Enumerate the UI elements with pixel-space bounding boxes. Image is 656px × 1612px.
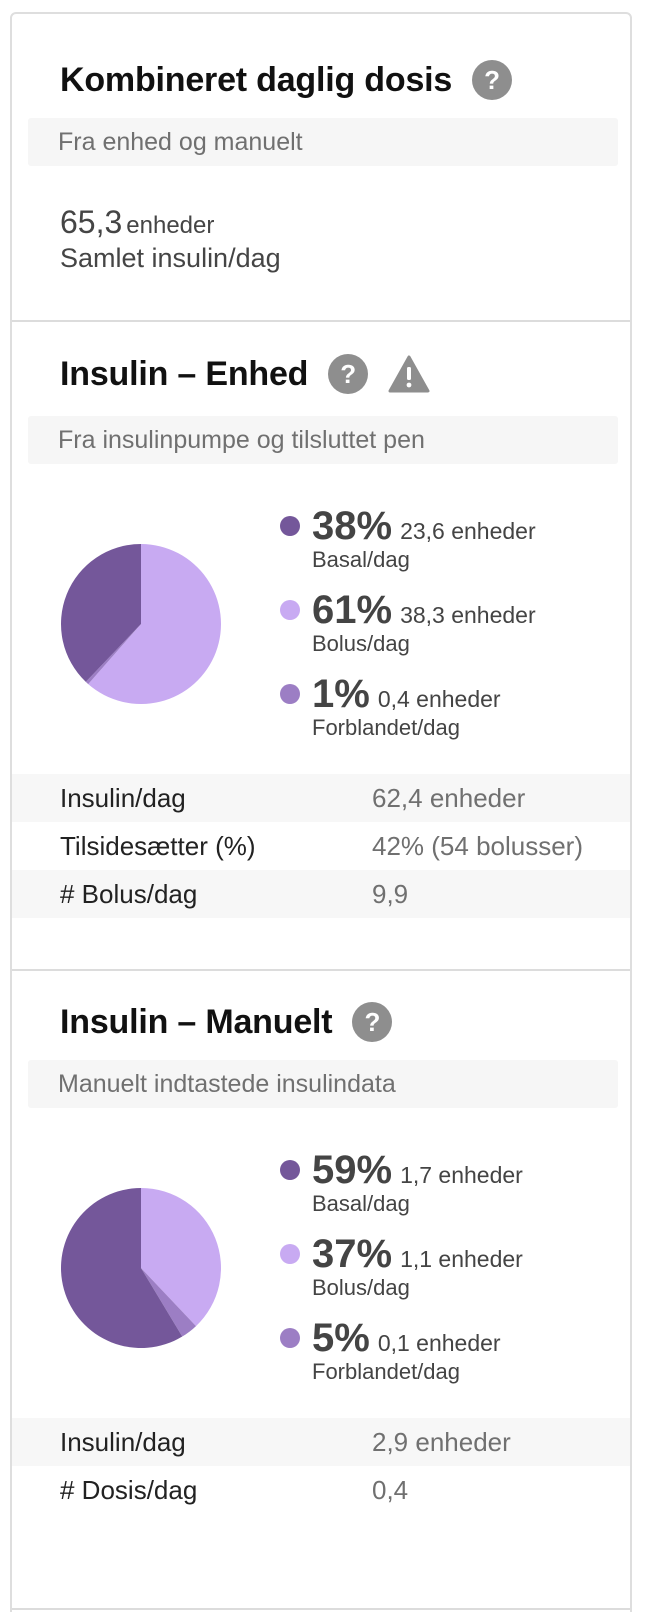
manual-pie-chart [61,1188,222,1348]
device-title-row: Insulin – Enhed ? [60,354,430,394]
section-divider [12,1608,630,1610]
stat-key: Tilsidesætter (%) [60,831,256,861]
pie-slice-bolus [141,1188,222,1327]
manual-title: Insulin – Manuelt [60,1002,333,1041]
legend-amount: 23,6 enheder [400,518,536,544]
legend-amount: 0,1 enheder [377,1330,501,1356]
legend-percent: 1% [312,672,370,716]
pie-slice-bolus [88,544,221,704]
legend-label: Bolus/dag [312,631,410,656]
legend-dot [280,516,300,536]
manual-stat-row: Insulin/dag 2,9 enheder [12,1418,630,1466]
section-divider [12,969,630,971]
legend-percent: 37% [312,1232,393,1276]
stat-value: 0,4 [372,1475,409,1505]
combined-total-unit: enheder [126,212,215,239]
stat-key: Insulin/dag [60,783,186,813]
manual-title-row: Insulin – Manuelt ? [60,1002,393,1042]
combined-total-label: Samlet insulin/dag [60,243,281,273]
question-circle-icon[interactable]: ? [352,1002,393,1042]
legend-label: Bolus/dag [312,1275,410,1300]
stat-key: # Dosis/dag [60,1475,198,1505]
combined-title-row: Kombineret daglig dosis ? [60,60,513,100]
stat-value: 62,4 enheder [372,783,526,813]
stat-value: 42% (54 bolusser) [372,831,583,861]
stat-value: 2,9 enheder [372,1427,511,1457]
device-stat-row: # Bolus/dag 9,9 [12,870,630,918]
stat-key: # Bolus/dag [60,879,198,909]
device-subtitle: Fra insulinpumpe og tilsluttet pen [28,416,618,464]
question-circle-icon[interactable]: ? [328,354,369,394]
manual-stat-row: # Dosis/dag 0,4 [12,1466,630,1514]
legend-amount: 0,4 enheder [377,686,501,712]
legend-percent: 59% [312,1148,393,1192]
combined-total-value: 65,3 [60,204,123,240]
legend-percent: 61% [312,588,393,632]
insulin-summary-card: Kombineret daglig dosis ? Fra enhed og m… [10,12,632,1612]
device-stat-row: Insulin/dag 62,4 enheder [12,774,630,822]
pie-slice-basal [60,544,142,682]
warning-triangle-icon[interactable] [388,355,430,393]
legend-percent: 5% [312,1316,370,1360]
combined-subtitle: Fra enhed og manuelt [28,118,618,166]
legend-dot [280,1244,300,1264]
legend-label: Forblandet/dag [312,715,460,740]
pie-slice-basal [61,1188,183,1348]
manual-subtitle: Manuelt indtastede insulindata [28,1060,618,1108]
combined-title: Kombineret daglig dosis [60,60,453,99]
legend-label: Basal/dag [312,547,410,572]
legend-dot [280,1160,300,1180]
question-circle-icon[interactable]: ? [472,60,513,100]
legend-dot [280,1328,300,1348]
legend-amount: 1,7 enheder [400,1162,523,1188]
legend-label: Basal/dag [312,1191,410,1216]
legend-amount: 38,3 enheder [400,602,536,628]
pie-slice-mixed [85,624,141,685]
legend-dot [280,600,300,620]
device-title: Insulin – Enhed [60,354,309,393]
legend-label: Forblandet/dag [312,1359,460,1384]
legend-percent: 38% [312,504,393,548]
stat-key: Insulin/dag [60,1427,186,1457]
section-divider [12,320,630,322]
device-stat-row: Tilsidesætter (%) 42% (54 bolusser) [12,822,630,870]
legend-amount: 1,1 enheder [400,1246,523,1272]
legend-dot [280,684,300,704]
combined-total: 65,3 enheder Samlet insulin/dag [60,204,281,274]
stat-value: 9,9 [372,879,409,909]
pie-slice-mixed [141,1268,197,1337]
device-pie-chart [60,544,221,704]
